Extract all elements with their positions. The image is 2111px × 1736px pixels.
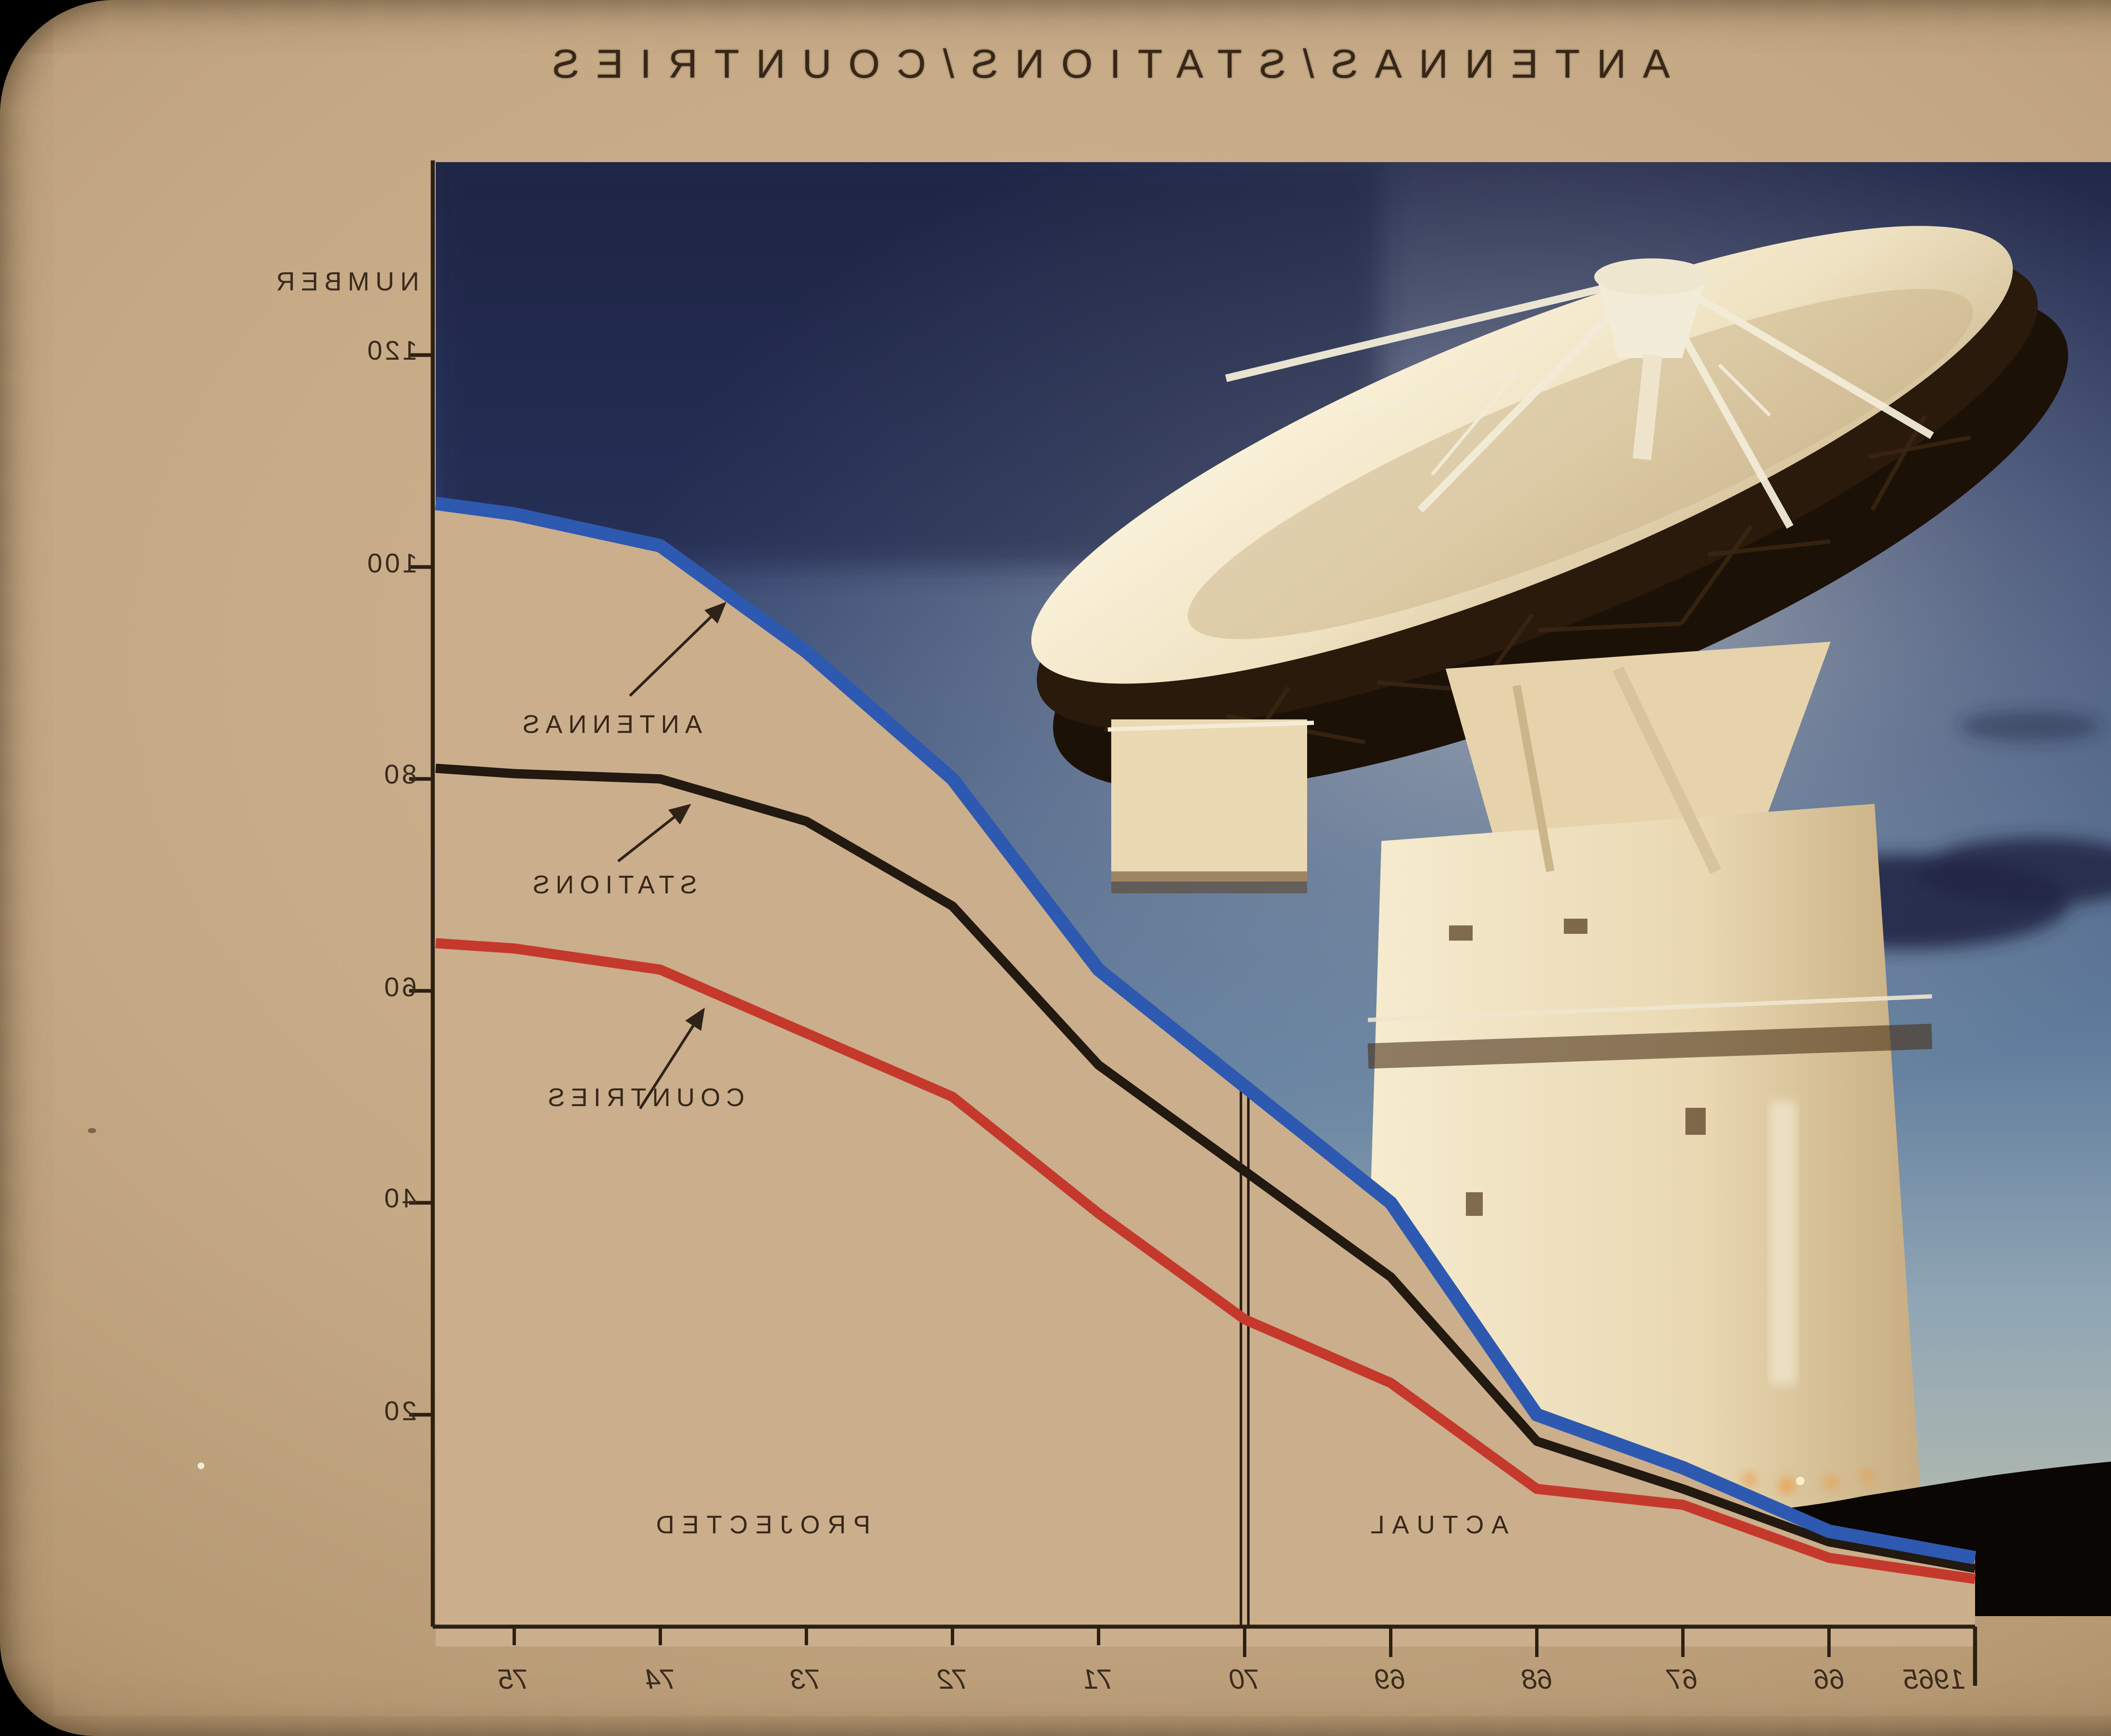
series-line-countries [435,938,1976,1584]
x-tick-label-73: 73 [791,1665,822,1695]
region-label-actual: ACTUAL [1362,1511,1509,1540]
x-tick-label-74: 74 [645,1665,676,1695]
tower-windows [1449,919,1706,1216]
region-label-projected: PROJECTED [649,1511,871,1540]
y-tick-label-100: 100 [364,550,417,579]
x-tick-label-66: 66 [1813,1665,1845,1695]
series-label-stations: STATIONS [526,871,697,900]
x-tick-label-67: 67 [1667,1665,1699,1695]
x-tick-label-71: 71 [1083,1665,1114,1695]
x-tick-label-68: 68 [1521,1665,1552,1695]
label-arrow-stations [617,804,692,863]
walkway-band [1368,1023,1932,1069]
dust-speck [88,1128,96,1133]
tower-highlight [1770,1101,1797,1385]
dust-speck [198,1462,204,1469]
x-tick-label-69: 69 [1375,1665,1406,1695]
x-tick-label-1965: 1965 [1903,1665,1966,1695]
feed-cone [1594,258,1709,460]
dish-face-shading [1188,289,1973,639]
y-tick-label-20: 20 [382,1398,417,1427]
chart-title: ANTENNAS/STATIONS/COUNTRIES [417,42,1788,90]
series-line-antennas [434,496,1976,1565]
distant-lights [1743,1470,1874,1495]
series-label-antennas: ANTENNAS [517,711,703,740]
label-arrow-countries [639,1007,705,1109]
y-axis-title: NUMBER [270,269,419,297]
x-tick-label-72: 72 [937,1665,968,1695]
x-tick-label-75: 75 [499,1665,530,1695]
y-tick-label-120: 120 [364,338,417,367]
feed-truss [1225,280,1934,529]
side-platform [1111,719,1307,882]
x-tick-label-70: 70 [1229,1665,1260,1695]
y-tick-label-60: 60 [382,974,417,1003]
series-line-stations [435,763,1976,1573]
y-tick-label-80: 80 [382,762,417,791]
label-arrow-antennas [629,602,727,697]
series-label-countries: COUNTRIES [542,1084,745,1113]
chart-mask-under-line [436,503,1975,1647]
radio-telescope-photo [436,162,2111,1616]
chart-title-text: ANTENNAS/STATIONS/COUNTRIES [535,42,1670,88]
photo-scene [436,162,2111,1616]
y-tick-label-40: 40 [382,1186,417,1215]
